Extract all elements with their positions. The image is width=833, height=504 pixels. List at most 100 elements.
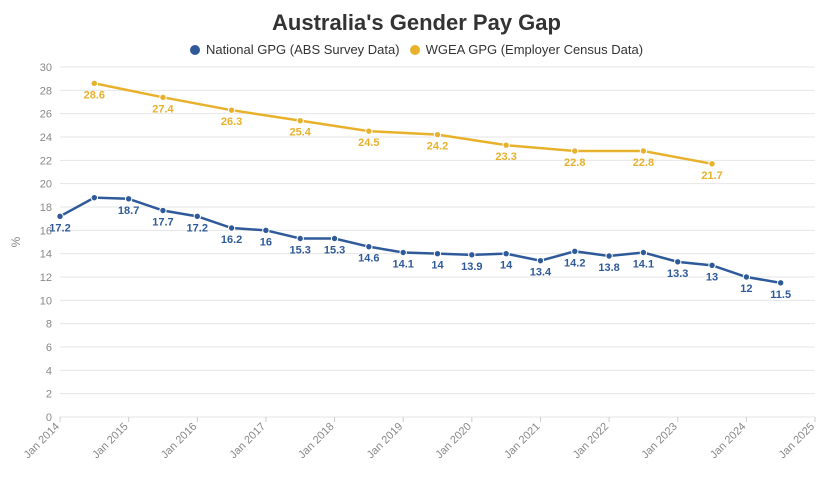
data-marker	[160, 94, 166, 100]
legend-swatch-wgea	[410, 45, 420, 55]
data-label: 16	[260, 236, 272, 248]
data-marker	[709, 161, 715, 167]
legend-item-national: National GPG (ABS Survey Data)	[190, 42, 400, 57]
data-label: 12	[740, 283, 752, 295]
x-tick-label: Jan 2024	[708, 421, 748, 461]
x-tick-label: Jan 2019	[365, 421, 405, 461]
legend-label-national: National GPG (ABS Survey Data)	[206, 42, 400, 57]
x-tick-label: Jan 2021	[502, 421, 542, 461]
data-marker	[366, 128, 372, 134]
data-label: 11.5	[770, 289, 791, 301]
data-marker	[400, 249, 406, 255]
data-marker	[160, 207, 166, 213]
data-marker	[434, 131, 440, 137]
x-tick-label: Jan 2018	[296, 421, 336, 461]
data-label: 14	[500, 260, 513, 272]
y-tick-label: 24	[40, 132, 52, 144]
data-label: 18.7	[118, 205, 139, 217]
data-label: 14.2	[564, 257, 585, 269]
data-label: 14.6	[358, 253, 379, 265]
data-marker	[743, 274, 749, 280]
data-marker	[331, 235, 337, 241]
data-label: 13.9	[461, 261, 482, 273]
data-marker	[640, 249, 646, 255]
data-marker	[709, 262, 715, 268]
data-label: 13.4	[530, 267, 552, 279]
data-marker	[263, 227, 269, 233]
data-label: 14.1	[392, 259, 413, 271]
data-marker	[640, 148, 646, 154]
data-label: 26.3	[221, 116, 242, 128]
data-marker	[228, 107, 234, 113]
data-marker	[297, 235, 303, 241]
data-marker	[503, 142, 509, 148]
legend-item-wgea: WGEA GPG (Employer Census Data)	[410, 42, 643, 57]
data-marker	[366, 243, 372, 249]
data-marker	[125, 196, 131, 202]
y-tick-label: 12	[40, 272, 52, 284]
data-label: 25.4	[290, 127, 312, 139]
y-tick-label: 4	[46, 365, 52, 377]
y-tick-label: 22	[40, 155, 52, 167]
data-label: 14	[431, 260, 444, 272]
data-label: 15.3	[290, 245, 311, 257]
data-label: 17.7	[152, 217, 173, 229]
series-line	[94, 83, 712, 164]
y-tick-label: 6	[46, 342, 52, 354]
data-label: 17.2	[49, 222, 70, 234]
data-marker	[228, 225, 234, 231]
data-label: 22.8	[564, 157, 585, 169]
data-label: 13.3	[667, 268, 688, 280]
data-marker	[91, 80, 97, 86]
data-label: 24.5	[358, 137, 379, 149]
y-tick-label: 30	[40, 62, 52, 74]
x-tick-label: Jan 2015	[90, 421, 130, 461]
y-tick-label: 8	[46, 319, 52, 331]
chart-title: Australia's Gender Pay Gap	[0, 0, 833, 36]
data-label: 13	[706, 271, 718, 283]
data-marker	[572, 148, 578, 154]
data-label: 27.4	[152, 103, 174, 115]
x-tick-label: Jan 2023	[639, 421, 679, 461]
x-tick-label: Jan 2020	[433, 421, 473, 461]
x-tick-label: Jan 2022	[571, 421, 611, 461]
data-marker	[57, 213, 63, 219]
x-tick-label: Jan 2025	[777, 421, 817, 461]
data-label: 28.6	[84, 89, 105, 101]
data-marker	[194, 213, 200, 219]
y-tick-label: 18	[40, 202, 52, 214]
chart-svg: 024681012141618202224262830%Jan 2014Jan …	[0, 57, 833, 497]
data-marker	[503, 250, 509, 256]
data-label: 22.8	[633, 157, 654, 169]
legend: National GPG (ABS Survey Data) WGEA GPG …	[0, 42, 833, 57]
data-label: 23.3	[495, 151, 516, 163]
data-label: 17.2	[187, 222, 208, 234]
y-tick-label: 28	[40, 85, 52, 97]
chart-container: Australia's Gender Pay Gap National GPG …	[0, 0, 833, 504]
data-marker	[297, 117, 303, 123]
data-marker	[537, 257, 543, 263]
data-label: 15.3	[324, 245, 345, 257]
legend-label-wgea: WGEA GPG (Employer Census Data)	[426, 42, 643, 57]
x-tick-label: Jan 2014	[22, 421, 62, 461]
x-tick-label: Jan 2017	[228, 421, 268, 461]
y-tick-label: 20	[40, 179, 52, 191]
data-label: 13.8	[598, 262, 619, 274]
data-label: 24.2	[427, 141, 448, 153]
y-tick-label: 14	[40, 249, 52, 261]
x-tick-label: Jan 2016	[159, 421, 199, 461]
data-label: 21.7	[701, 170, 722, 182]
y-tick-label: 2	[46, 389, 52, 401]
legend-swatch-national	[190, 45, 200, 55]
data-label: 14.1	[633, 259, 654, 271]
y-axis-label: %	[9, 236, 23, 247]
data-marker	[572, 248, 578, 254]
data-marker	[675, 259, 681, 265]
data-marker	[469, 252, 475, 258]
data-marker	[91, 194, 97, 200]
data-marker	[606, 253, 612, 259]
y-tick-label: 26	[40, 109, 52, 121]
y-tick-label: 10	[40, 295, 52, 307]
data-marker	[434, 250, 440, 256]
data-marker	[777, 280, 783, 286]
